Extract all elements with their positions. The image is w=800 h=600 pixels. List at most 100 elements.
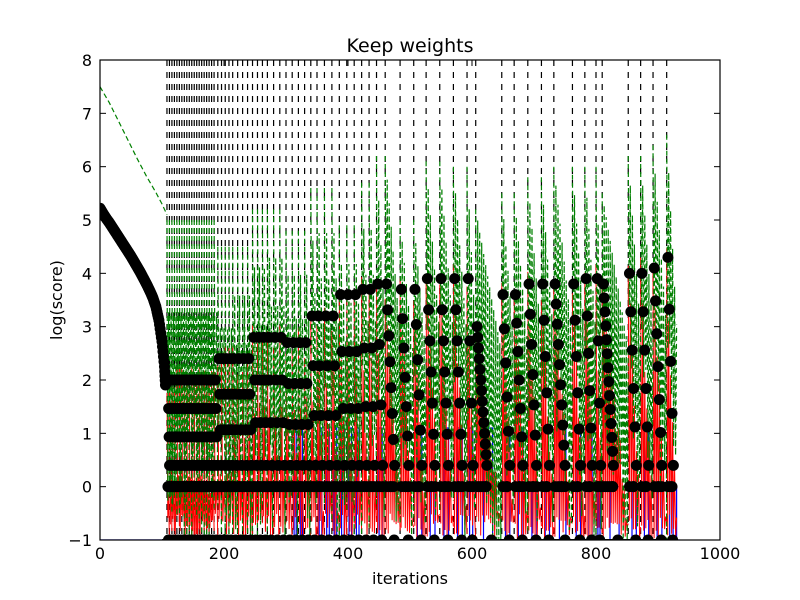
red-series-segment	[316, 325, 325, 539]
score-marker	[500, 357, 512, 369]
score-marker	[604, 404, 616, 416]
score-marker	[607, 445, 619, 457]
score-marker	[480, 481, 492, 493]
score-marker	[478, 417, 490, 429]
score-marker	[471, 321, 483, 333]
green-series-segment	[183, 219, 188, 540]
score-marker	[395, 283, 407, 295]
score-marker	[501, 481, 513, 493]
score-marker	[397, 313, 409, 325]
score-marker	[368, 459, 380, 471]
score-marker	[377, 459, 389, 471]
y-axis-label: log(score)	[47, 260, 66, 340]
score-marker	[455, 428, 467, 440]
score-marker	[598, 292, 610, 304]
score-marker	[410, 319, 422, 331]
x-tick-label: 600	[457, 544, 488, 563]
score-marker	[402, 430, 414, 442]
score-marker	[630, 459, 642, 471]
score-marker	[416, 459, 428, 471]
score-marker	[413, 389, 425, 401]
score-marker	[575, 459, 586, 471]
score-marker	[368, 534, 380, 540]
green-series-segment	[237, 246, 244, 540]
score-marker	[402, 534, 414, 540]
score-marker	[412, 354, 424, 366]
score-marker	[543, 534, 555, 540]
score-marker	[586, 534, 598, 540]
red-series-segment	[439, 284, 454, 538]
score-marker	[502, 425, 514, 437]
score-marker	[568, 278, 580, 290]
score-marker	[592, 335, 604, 347]
green-series-segment	[627, 155, 642, 527]
score-marker	[449, 273, 461, 285]
score-marker	[662, 251, 674, 263]
red-series-segment	[208, 375, 213, 528]
score-marker	[541, 387, 553, 399]
score-marker	[409, 283, 421, 295]
score-marker	[453, 481, 465, 493]
score-marker	[474, 363, 486, 375]
score-marker	[400, 481, 412, 493]
score-marker	[373, 338, 385, 350]
score-marker	[629, 421, 641, 433]
score-marker	[479, 427, 491, 439]
score-marker	[516, 534, 528, 540]
score-marker	[558, 439, 570, 451]
score-marker	[571, 481, 583, 493]
score-marker	[594, 534, 606, 540]
score-marker	[504, 459, 516, 471]
score-marker	[439, 366, 451, 378]
green-series-segment	[338, 225, 348, 510]
score-marker	[537, 278, 549, 290]
score-marker	[585, 422, 597, 434]
score-marker	[415, 534, 427, 540]
score-marker	[523, 278, 535, 290]
green-series-segment	[261, 209, 268, 540]
score-marker	[442, 534, 454, 540]
red-series-segment	[553, 289, 573, 537]
score-marker	[612, 534, 624, 540]
score-marker	[477, 406, 489, 418]
green-series-segment	[466, 166, 477, 509]
score-marker	[480, 449, 492, 461]
score-marker	[641, 421, 653, 433]
score-marker	[583, 481, 595, 493]
score-marker	[479, 438, 491, 450]
axes-frame	[99, 59, 721, 541]
score-marker	[454, 397, 466, 409]
score-marker	[648, 262, 660, 274]
score-marker	[302, 418, 314, 430]
score-marker	[651, 328, 663, 340]
score-marker	[414, 424, 426, 436]
score-marker	[559, 459, 571, 471]
score-marker	[600, 320, 612, 332]
score-marker	[643, 459, 655, 471]
y-tick-label: 7	[82, 104, 92, 123]
score-marker	[607, 481, 619, 493]
score-marker	[509, 289, 521, 301]
chart-title: Keep weights	[347, 35, 474, 57]
score-marker	[443, 459, 455, 471]
score-marker	[501, 391, 513, 403]
score-marker	[328, 360, 340, 372]
score-marker	[376, 534, 388, 540]
score-marker	[628, 383, 640, 395]
green-series-segment	[513, 193, 529, 531]
red-series-segment	[213, 371, 219, 538]
score-marker	[583, 347, 595, 359]
score-marker	[456, 459, 468, 471]
score-marker	[580, 273, 592, 285]
score-marker	[465, 397, 477, 409]
score-marker	[595, 459, 607, 471]
score-marker	[428, 428, 440, 440]
score-marker	[301, 378, 313, 390]
green-series-segment	[368, 182, 378, 508]
score-marker	[450, 304, 462, 316]
score-marker	[655, 426, 667, 438]
score-marker	[380, 278, 392, 290]
score-marker	[666, 407, 678, 419]
score-marker	[514, 402, 526, 414]
